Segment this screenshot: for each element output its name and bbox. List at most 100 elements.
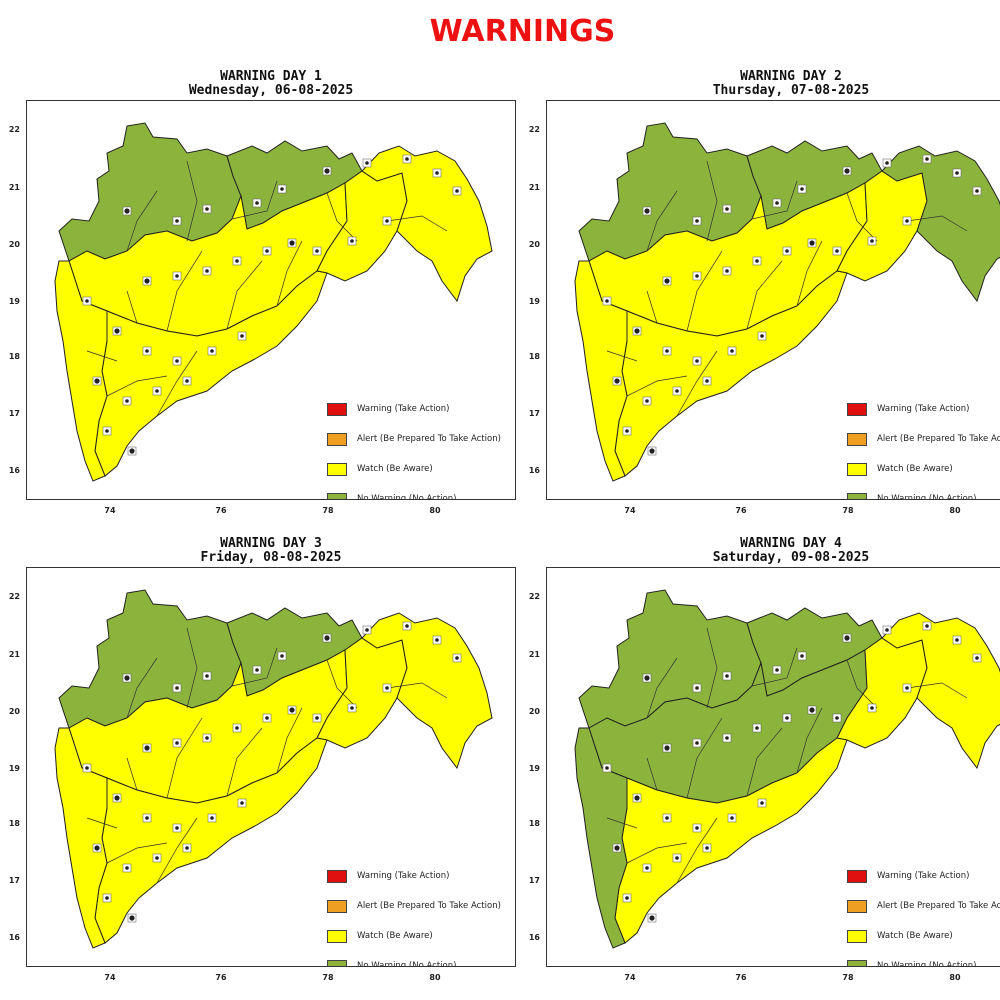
weather-symbol-icon (722, 733, 732, 743)
district-boundary (706, 160, 718, 242)
legend-label: No Warning (No Action) (877, 494, 977, 500)
district-boundary (676, 817, 718, 884)
district-boundary (626, 375, 688, 397)
latitude-tick-label: 21 (8, 183, 20, 192)
weather-symbol-icon (452, 653, 462, 663)
legend-swatch (327, 900, 347, 913)
legend-swatch (847, 493, 867, 499)
latitude-tick-label: 22 (528, 592, 540, 601)
weather-symbol-icon (902, 683, 912, 693)
weather-symbol-icon (692, 216, 702, 226)
district-boundary (86, 350, 118, 362)
district-boundary (186, 160, 198, 242)
longitude-tick-label: 80 (949, 973, 961, 982)
weather-symbol-icon (702, 843, 712, 853)
district-boundary (906, 215, 968, 232)
district-boundary (226, 727, 263, 797)
weather-symbol-icon (202, 733, 212, 743)
weather-symbol-icon (922, 621, 932, 631)
weather-symbol-icon (772, 198, 782, 208)
legend-item: No Warning (No Action) (327, 491, 515, 499)
legend-label: Watch (Be Aware) (877, 464, 953, 474)
district-boundary (326, 192, 358, 242)
district-boundary (106, 842, 168, 864)
legend-swatch (847, 463, 867, 476)
map-frame: Warning (Take Action) Alert (Be Prepared … (26, 567, 516, 967)
weather-symbol-icon (452, 186, 462, 196)
legend-item: Alert (Be Prepared To Take Action) (847, 898, 1000, 916)
latitude-tick-label: 16 (8, 933, 20, 942)
weather-symbol-icon (692, 356, 702, 366)
latitude-tick-label: 20 (8, 240, 20, 249)
weather-symbol-icon (287, 238, 297, 248)
weather-symbol-icon (127, 446, 137, 456)
legend-label: Watch (Be Aware) (357, 931, 433, 941)
panel-day-label: WARNING DAY 3 (220, 536, 322, 551)
weather-symbol-icon (752, 256, 762, 266)
latitude-tick-label: 17 (528, 876, 540, 885)
legend-swatch (847, 870, 867, 883)
weather-symbol-icon (82, 296, 92, 306)
latitude-tick-label: 19 (8, 764, 20, 773)
longitude-tick-label: 78 (322, 973, 334, 982)
district-boundary (746, 727, 783, 797)
legend-swatch (847, 433, 867, 446)
district-boundary (276, 707, 303, 774)
weather-symbol-icon (922, 154, 932, 164)
district-boundary (606, 350, 638, 362)
weather-symbol-icon (262, 713, 272, 723)
weather-symbol-icon (232, 723, 242, 733)
latitude-tick-label: 18 (528, 819, 540, 828)
weather-symbol-icon (602, 296, 612, 306)
legend-swatch (327, 870, 347, 883)
weather-symbol-icon (347, 236, 357, 246)
weather-symbol-icon (842, 633, 852, 643)
weather-symbol-icon (92, 376, 102, 386)
legend-item: Warning (Take Action) (847, 868, 1000, 886)
weather-symbol-icon (952, 168, 962, 178)
state-map (54, 589, 493, 949)
district-boundary (126, 290, 138, 324)
weather-symbol-icon (182, 376, 192, 386)
latitude-tick-label: 16 (8, 466, 20, 475)
weather-symbol-icon (882, 625, 892, 635)
weather-symbol-icon (882, 158, 892, 168)
legend-item: Watch (Be Aware) (327, 461, 515, 479)
weather-symbol-icon (612, 376, 622, 386)
district-region-far-east (361, 612, 493, 770)
latitude-tick-label: 18 (8, 352, 20, 361)
district-boundary (386, 215, 448, 232)
district-region-coast (54, 727, 108, 949)
weather-symbol-icon (842, 166, 852, 176)
latitude-tick-label: 19 (528, 764, 540, 773)
weather-symbol-icon (182, 843, 192, 853)
legend-label: Warning (Take Action) (877, 871, 970, 881)
weather-symbol-icon (142, 346, 152, 356)
legend-swatch (327, 463, 347, 476)
longitude-tick-label: 76 (215, 506, 227, 515)
legend-label: No Warning (No Action) (877, 961, 977, 967)
map-frame: Warning (Take Action) Alert (Be Prepared … (546, 567, 1000, 967)
weather-symbol-icon (797, 651, 807, 661)
latitude-tick-label: 22 (528, 125, 540, 134)
weather-symbol-icon (867, 703, 877, 713)
weather-symbol-icon (722, 671, 732, 681)
district-boundary (326, 659, 358, 709)
page-title: WARNINGS (429, 14, 616, 49)
district-boundary (126, 657, 158, 719)
latitude-tick-label: 19 (8, 297, 20, 306)
longitude-tick-label: 76 (215, 973, 227, 982)
longitude-tick-label: 74 (104, 973, 116, 982)
weather-symbol-icon (122, 206, 132, 216)
weather-symbol-icon (692, 683, 702, 693)
longitude-tick-label: 80 (949, 506, 961, 515)
longitude-tick-label: 78 (322, 506, 334, 515)
weather-symbol-icon (142, 813, 152, 823)
latitude-tick-label: 21 (528, 183, 540, 192)
district-region-far-east (361, 145, 493, 303)
warning-panel-day-3: WARNING DAY 3 Friday, 08-08-2025 22 21 20 19 1… (0, 537, 516, 987)
weather-symbol-icon (662, 346, 672, 356)
weather-symbol-icon (172, 271, 182, 281)
district-boundary (686, 717, 723, 799)
weather-symbol-icon (287, 705, 297, 715)
